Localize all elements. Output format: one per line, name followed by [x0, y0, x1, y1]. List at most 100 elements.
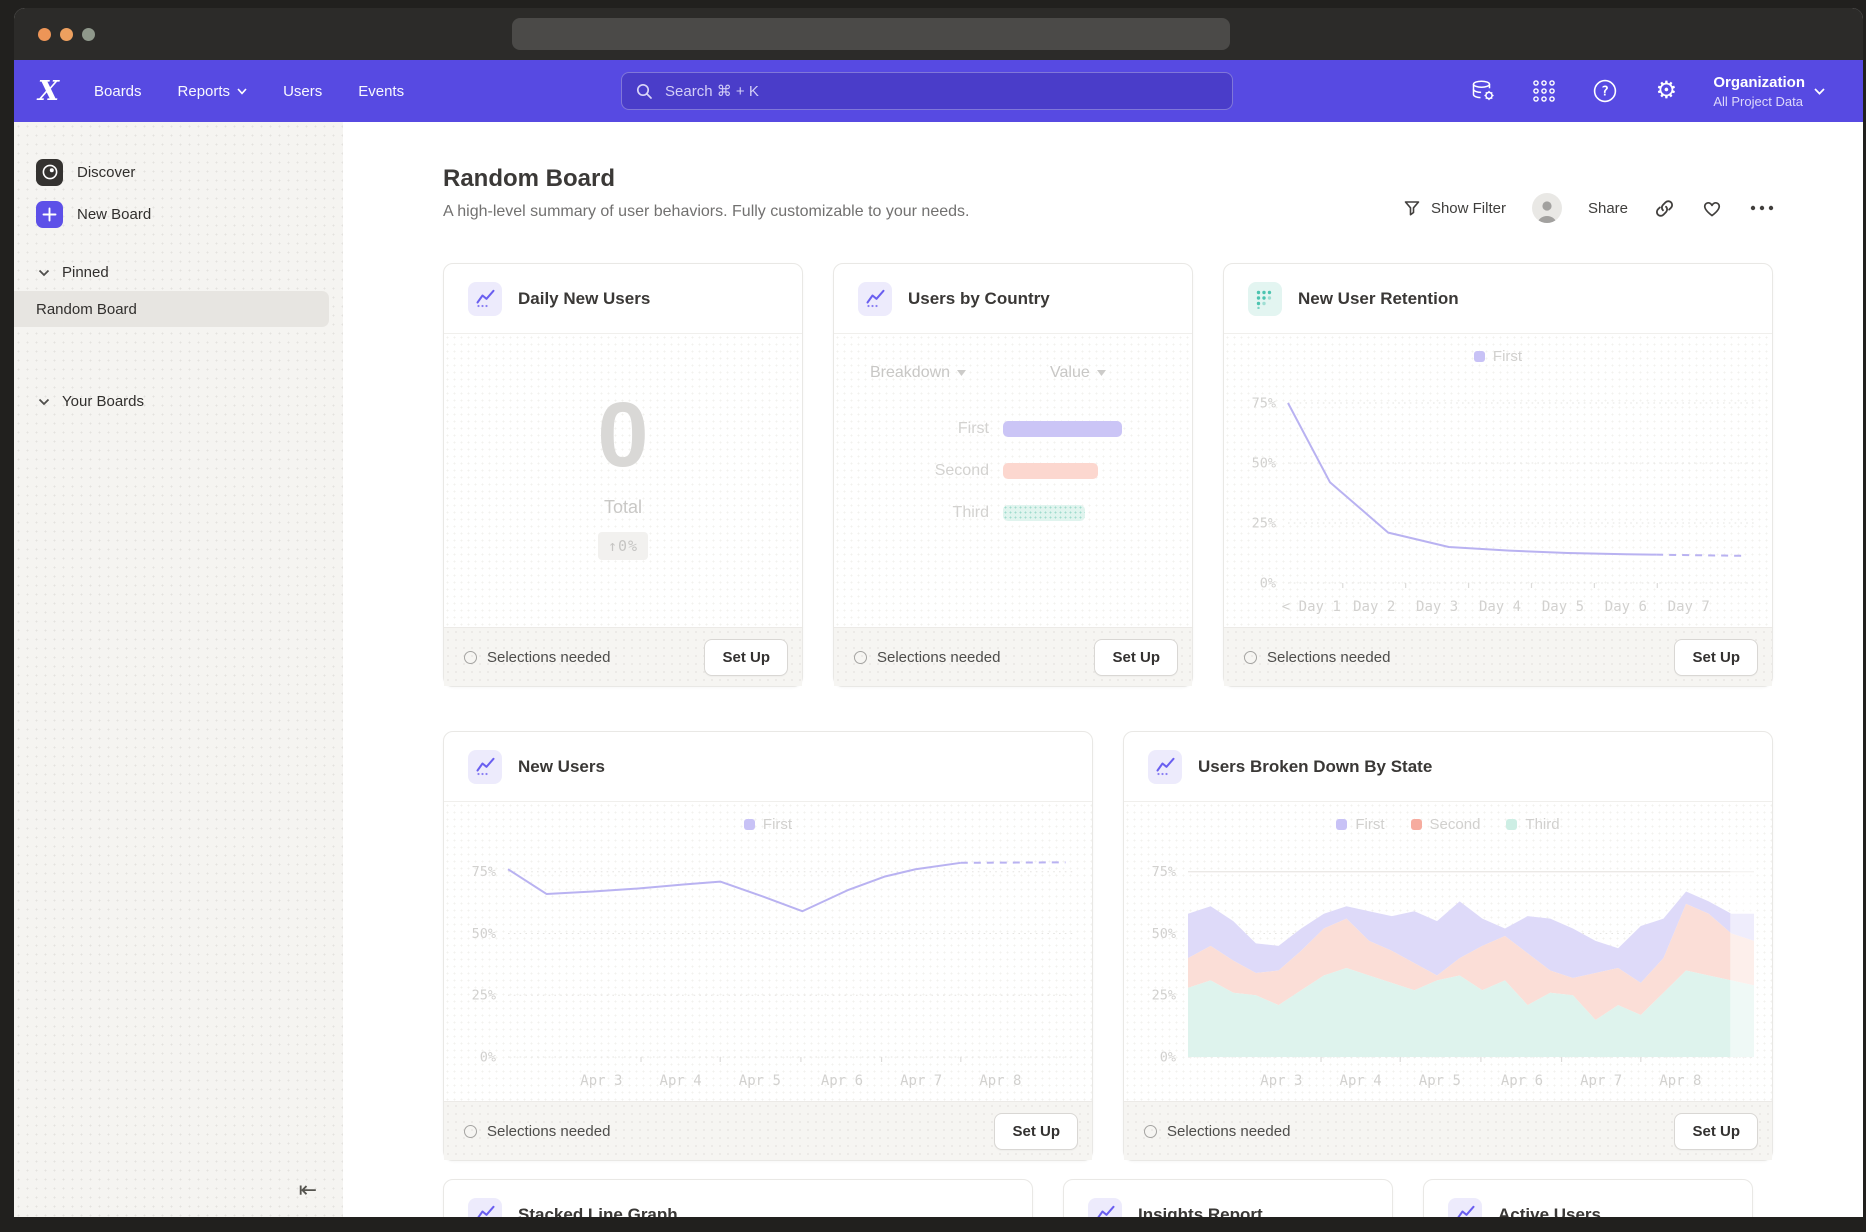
traffic-lights [38, 28, 95, 41]
svg-text:Day 4: Day 4 [1479, 599, 1521, 615]
sidebar-item-label: New Board [77, 206, 151, 223]
card-header[interactable]: Users by Country [834, 264, 1192, 334]
bar-value [1003, 505, 1085, 521]
data-management-icon[interactable] [1469, 77, 1497, 105]
status-circle-icon [1144, 1125, 1157, 1138]
chart-legend: First [444, 816, 1092, 833]
user-avatar[interactable] [1532, 193, 1562, 223]
more-options-icon[interactable] [1749, 205, 1775, 211]
legend-item: Third [1506, 816, 1559, 833]
favorite-heart-icon[interactable] [1701, 198, 1723, 218]
filter-icon [1403, 199, 1421, 217]
card-header[interactable]: Users Broken Down By State [1124, 732, 1772, 802]
metric-value: 0 [597, 389, 648, 481]
card-title: Active Users [1498, 1205, 1601, 1218]
status-text: Selections needed [487, 1123, 610, 1140]
chevron-down-icon [237, 88, 247, 95]
nav-item-reports[interactable]: Reports [178, 83, 248, 100]
sidebar-item-label: Discover [77, 164, 135, 181]
sidebar-section-your-boards[interactable]: Your Boards [38, 393, 343, 410]
card-title: Stacked Line Graph [518, 1205, 678, 1218]
svg-text:< Day 1: < Day 1 [1282, 599, 1341, 615]
bar-label: Second [834, 462, 1003, 480]
window-titlebar [14, 8, 1863, 60]
app-window: X Boards Reports Users Events [14, 8, 1863, 1217]
nav-item-label: Boards [94, 83, 142, 100]
set-up-button[interactable]: Set Up [1674, 1113, 1758, 1150]
search-bar[interactable] [621, 72, 1233, 110]
close-window-button[interactable] [38, 28, 51, 41]
card-stacked-line-graph: Stacked Line Graph [443, 1179, 1033, 1217]
show-filter-button[interactable]: Show Filter [1403, 199, 1506, 217]
card-header[interactable]: New User Retention [1224, 264, 1772, 334]
bar-list-row: Third [834, 492, 1192, 534]
legend-swatch [1506, 819, 1517, 830]
svg-text:Day 2: Day 2 [1353, 599, 1395, 615]
svg-text:50%: 50% [1152, 926, 1176, 942]
value-dropdown[interactable]: Value [1050, 364, 1106, 382]
search-input[interactable] [663, 82, 1218, 101]
page-header: Random Board A high-level summary of use… [443, 165, 1775, 223]
apps-grid-icon[interactable] [1530, 77, 1558, 105]
sidebar-item-discover[interactable]: Discover [36, 152, 343, 192]
plus-icon [36, 201, 63, 228]
card-title: Daily New Users [518, 289, 650, 309]
chart-legend: First [1224, 348, 1772, 365]
sidebar-item-new-board[interactable]: New Board [36, 194, 343, 234]
collapse-sidebar-icon[interactable]: ⇤ [299, 1179, 317, 1201]
sidebar-section-pinned[interactable]: Pinned [38, 264, 343, 281]
legend-label: Third [1525, 816, 1559, 833]
caret-down-icon [957, 370, 966, 376]
share-label: Share [1588, 200, 1628, 217]
nav-item-users[interactable]: Users [283, 83, 322, 100]
settings-gear-icon[interactable]: ⚙ [1652, 77, 1680, 105]
status-circle-icon [464, 651, 477, 664]
page-title: Random Board [443, 165, 969, 193]
svg-text:?: ? [1601, 85, 1609, 100]
card-row-3: Stacked Line Graph Insights Report [443, 1179, 1775, 1217]
card-header[interactable]: Insights Report [1064, 1180, 1392, 1217]
share-button[interactable]: Share [1588, 200, 1628, 217]
primary-nav: Boards Reports Users Events [94, 83, 404, 100]
search-icon [636, 82, 653, 100]
legend-item: First [1336, 816, 1384, 833]
show-filter-label: Show Filter [1431, 200, 1506, 217]
card-header[interactable]: Stacked Line Graph [444, 1180, 1032, 1217]
svg-text:Apr 3: Apr 3 [580, 1073, 622, 1089]
metric-label: Total [604, 497, 642, 518]
address-bar[interactable] [512, 18, 1230, 50]
card-body: Breakdown Value FirstSecondThird [834, 334, 1192, 627]
svg-text:25%: 25% [1252, 516, 1276, 532]
set-up-button[interactable]: Set Up [1094, 639, 1178, 676]
help-icon[interactable]: ? [1591, 77, 1619, 105]
nav-item-events[interactable]: Events [358, 83, 404, 100]
mixpanel-logo-icon[interactable]: X [38, 76, 72, 107]
minimize-window-button[interactable] [60, 28, 73, 41]
svg-text:Apr 6: Apr 6 [821, 1073, 863, 1089]
breakdown-dropdown[interactable]: Breakdown [870, 364, 966, 382]
nav-item-boards[interactable]: Boards [94, 83, 142, 100]
card-header[interactable]: Active Users [1424, 1180, 1752, 1217]
set-up-button[interactable]: Set Up [1674, 639, 1758, 676]
copy-link-icon[interactable] [1654, 198, 1675, 219]
card-active-users: Active Users [1423, 1179, 1753, 1217]
card-body: FirstSecondThird 75%50%25%0%Apr 3Apr 4Ap… [1124, 802, 1772, 1101]
card-footer: Selections needed Set Up [834, 627, 1192, 686]
card-header[interactable]: Daily New Users [444, 264, 802, 334]
set-up-button[interactable]: Set Up [994, 1113, 1078, 1150]
page-subtitle: A high-level summary of user behaviors. … [443, 203, 969, 221]
org-name: Organization [1713, 74, 1805, 91]
set-up-button[interactable]: Set Up [704, 639, 788, 676]
sidebar-item-random-board[interactable]: Random Board [14, 291, 329, 327]
section-label: Pinned [62, 264, 109, 281]
org-switcher[interactable]: Organization All Project Data [1713, 74, 1825, 109]
top-navbar: X Boards Reports Users Events [14, 60, 1863, 122]
insights-chart-icon [468, 1198, 502, 1218]
card-header[interactable]: New Users [444, 732, 1092, 802]
sidebar: Discover New Board Pinned Random Board [14, 122, 343, 1217]
zoom-window-button[interactable] [82, 28, 95, 41]
svg-text:75%: 75% [1252, 396, 1276, 412]
svg-text:50%: 50% [1252, 456, 1276, 472]
section-label: Your Boards [62, 393, 144, 410]
card-daily-new-users: Daily New Users 0 Total ↑0% [443, 263, 803, 687]
